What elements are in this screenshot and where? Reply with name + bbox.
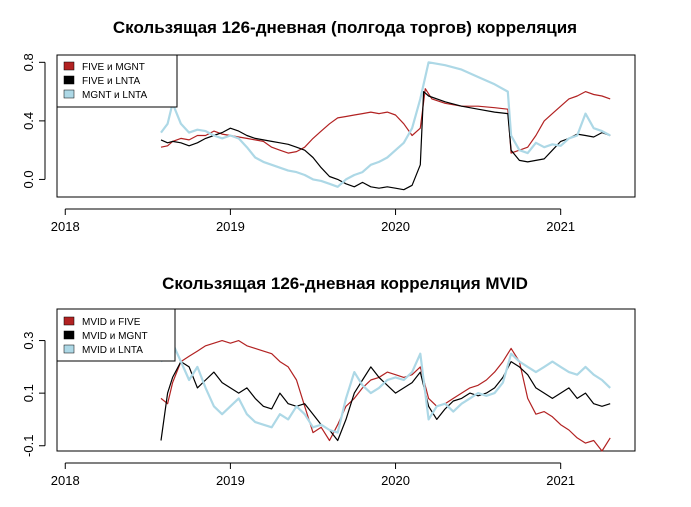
legend-swatch-five-lnta xyxy=(63,75,75,85)
legend-label-mvid-mgnt: MVID и MGNT xyxy=(82,331,148,342)
x-tick-label: 2019 xyxy=(216,219,245,234)
series-line-five-mgnt xyxy=(160,88,611,154)
y-tick-label: 0.1 xyxy=(21,384,36,402)
chart-top-legend-box xyxy=(56,54,178,108)
chart-bottom-series xyxy=(160,340,611,452)
legend-label-five-mgnt: FIVE и MGNT xyxy=(82,62,145,73)
chart-bottom-title: Скользящая 126-дневная корреляция MVID xyxy=(162,274,528,293)
chart-top-series xyxy=(160,61,611,191)
legend-label-mvid-lnta: MVID и LNTA xyxy=(82,345,143,356)
x-tick-label: 2021 xyxy=(546,219,575,234)
chart-top-legend: FIVE и MGNT FIVE и LNTA MGNT и LNTA xyxy=(56,54,178,108)
legend-swatch-five-mgnt xyxy=(63,61,75,71)
legend-label-five-lnta: FIVE и LNTA xyxy=(82,76,141,87)
x-tick-label: 2019 xyxy=(216,473,245,488)
x-tick-label: 2018 xyxy=(51,219,80,234)
y-tick-label: 0.4 xyxy=(21,112,36,130)
legend-swatch-mgnt-lnta xyxy=(63,89,75,99)
chart-bottom-legend-box xyxy=(56,308,176,362)
legend-label-mgnt-lnta: MGNT и LNTA xyxy=(82,90,148,101)
y-tick-label: -0.1 xyxy=(21,435,36,457)
legend-swatch-mvid-five xyxy=(63,316,75,326)
y-tick-label: 0.8 xyxy=(21,53,36,71)
chart-bottom-plot-frame xyxy=(56,308,636,452)
series-line-mvid-five xyxy=(160,340,611,452)
series-line-mgnt-lnta xyxy=(160,61,611,188)
x-tick-label: 2021 xyxy=(546,473,575,488)
x-tick-label: 2020 xyxy=(381,473,410,488)
x-tick-label: 2018 xyxy=(51,473,80,488)
legend-label-mvid-five: MVID и FIVE xyxy=(82,317,141,328)
legend-swatch-mvid-lnta xyxy=(63,344,75,354)
x-tick-label: 2020 xyxy=(381,219,410,234)
series-line-mvid-lnta xyxy=(160,342,611,434)
chart-top-axes: 2018 2019 2020 2021 0.0 0.4 0.8 xyxy=(21,53,575,234)
chart-top: Скользящая 126-дневная (полгода торгов) … xyxy=(21,18,636,234)
legend-swatch-mvid-mgnt xyxy=(63,330,75,340)
y-tick-label: 0.3 xyxy=(21,332,36,350)
chart-bottom-legend: MVID и FIVE MVID и MGNT MVID и LNTA xyxy=(56,308,176,362)
series-line-mvid-mgnt xyxy=(160,361,611,442)
chart-top-title: Скользящая 126-дневная (полгода торгов) … xyxy=(113,18,577,37)
chart-bottom-axes: 2018 2019 2020 2021 -0.1 0.1 0.3 xyxy=(21,332,575,488)
chart-top-plot-frame xyxy=(56,54,636,198)
y-tick-label: 0.0 xyxy=(21,170,36,188)
series-line-five-lnta xyxy=(160,91,611,191)
chart-bottom: Скользящая 126-дневная корреляция MVID 2… xyxy=(21,274,636,488)
